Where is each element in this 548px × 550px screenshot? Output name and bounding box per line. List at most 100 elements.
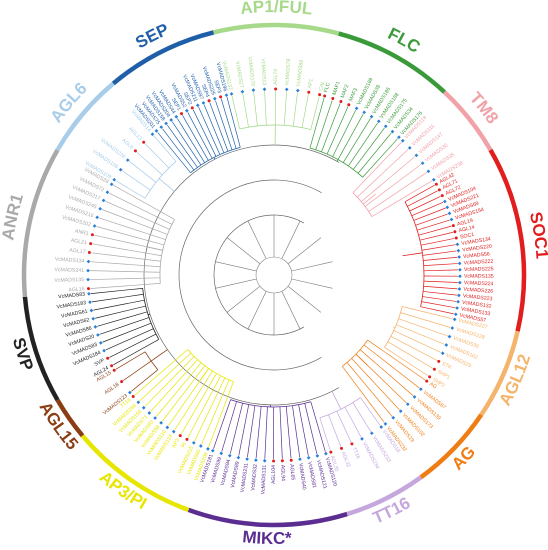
leaf-branch xyxy=(220,98,237,149)
tt16-label-text: TT16 xyxy=(370,493,413,527)
leaf-label: AP1 xyxy=(307,78,315,89)
leaf-branch xyxy=(352,402,372,432)
mikc-star-label: MIKC* xyxy=(242,527,293,548)
agl15-stem xyxy=(150,349,168,362)
leaf-branch xyxy=(423,256,458,261)
reference-marker xyxy=(274,87,278,91)
leaf-branch xyxy=(279,406,283,459)
reference-marker xyxy=(437,359,441,363)
leaf-branch xyxy=(229,403,243,454)
leaf-branch xyxy=(187,375,221,438)
vcmads-marker xyxy=(164,121,168,126)
leaf-branch xyxy=(180,373,217,435)
leaf-label: MAF1 xyxy=(332,81,342,96)
vcmads-marker xyxy=(159,420,163,425)
leaf-branch xyxy=(384,346,429,377)
tm8-arc xyxy=(442,90,493,152)
vcmads-marker xyxy=(98,206,103,211)
leaf-branch xyxy=(423,280,458,283)
vcmads-marker xyxy=(93,325,98,329)
anr1-arc xyxy=(21,148,60,297)
leaf-label: VcMADS132 xyxy=(462,300,492,310)
leaf-branch xyxy=(336,411,352,443)
leaf-label: AP3 xyxy=(171,438,181,450)
vcmads-marker xyxy=(449,217,454,222)
leaf-branch xyxy=(344,406,362,438)
leaf-branch xyxy=(390,335,438,361)
leaf-branch xyxy=(95,305,146,319)
ap1-ful-arc xyxy=(212,22,340,36)
vcmads-marker xyxy=(229,92,234,96)
leaf-branch xyxy=(131,369,158,392)
leaf-label: AGL94 xyxy=(279,465,286,482)
leaf-branch xyxy=(348,122,378,167)
leaf-branch xyxy=(162,128,195,171)
agl12-stem xyxy=(393,326,396,329)
leaf-branch xyxy=(90,287,143,294)
leaf-branch xyxy=(123,360,152,381)
reference-marker xyxy=(432,367,436,371)
leaf-branch xyxy=(422,250,457,256)
flc-arc xyxy=(338,31,447,94)
reference-marker xyxy=(451,224,455,228)
vcmads-marker xyxy=(195,103,200,108)
leaf-branch xyxy=(90,270,161,273)
leaf-branch xyxy=(201,379,230,445)
vcmads-marker xyxy=(458,280,462,285)
svp-arc xyxy=(22,296,60,402)
leaf-branch xyxy=(368,172,427,212)
soc1-arc xyxy=(488,148,527,332)
leaf-label: MAF2 xyxy=(340,84,351,99)
leaf-branch xyxy=(337,113,364,160)
vcmads-marker xyxy=(405,402,410,407)
leaf-branch xyxy=(99,317,150,335)
vcmads-marker xyxy=(118,167,123,172)
vcmads-marker xyxy=(262,458,267,463)
vcmads-marker xyxy=(236,455,241,460)
sep-clade-arc xyxy=(190,146,241,174)
leaf-branch xyxy=(226,97,241,148)
agl6-label: AGL6 xyxy=(47,79,91,126)
leaf-label: AGL30 xyxy=(329,455,340,472)
vcmads-marker xyxy=(191,440,196,445)
vcmads-marker xyxy=(315,454,320,458)
leaf-branch xyxy=(301,94,309,128)
soc1-stem xyxy=(402,252,423,257)
root-branch xyxy=(291,278,333,289)
leaf-branch xyxy=(292,92,298,127)
leaf-branch xyxy=(422,296,457,302)
leaf-branch xyxy=(92,243,162,257)
leaf-branch xyxy=(208,381,234,448)
root-circle xyxy=(255,256,293,294)
vcmads-marker xyxy=(169,118,173,122)
leaf-branch xyxy=(292,405,301,458)
leaf-label: VcMADS223 xyxy=(462,293,492,302)
leaf-label: SOC1 xyxy=(460,232,475,241)
leaf-branch xyxy=(364,164,422,207)
ag-clade-arc xyxy=(342,339,368,367)
leaf-branch xyxy=(93,299,145,311)
leaf-label: ANR1 xyxy=(74,228,89,237)
leaf-label: VcMADS222 xyxy=(463,259,493,267)
leaf-label: VcMADS13 xyxy=(260,58,267,85)
reference-marker xyxy=(323,94,327,98)
vcmads-marker xyxy=(398,409,403,414)
agl6-label-text: AGL6 xyxy=(47,79,91,126)
root-branch xyxy=(247,220,267,259)
backbone-arc xyxy=(143,144,340,406)
leaf-branch xyxy=(162,365,206,422)
vcmads-marker xyxy=(455,306,459,310)
reference-marker xyxy=(280,459,284,463)
leaf-branch xyxy=(150,359,198,412)
leaf-labels: VcMADS137 VcMADS27 VcMADS170 VcMADS13 AGL79 V… xyxy=(54,56,494,494)
vcmads-marker xyxy=(400,138,405,143)
leaf-branch xyxy=(404,184,435,203)
leaf-branch xyxy=(298,404,309,456)
leaf-branch xyxy=(171,121,202,166)
agl15-arc xyxy=(55,398,85,438)
leaf-branch xyxy=(238,404,250,456)
reference-marker xyxy=(272,459,276,463)
reference-marker xyxy=(329,450,333,454)
mikc-star-arc xyxy=(187,507,348,528)
